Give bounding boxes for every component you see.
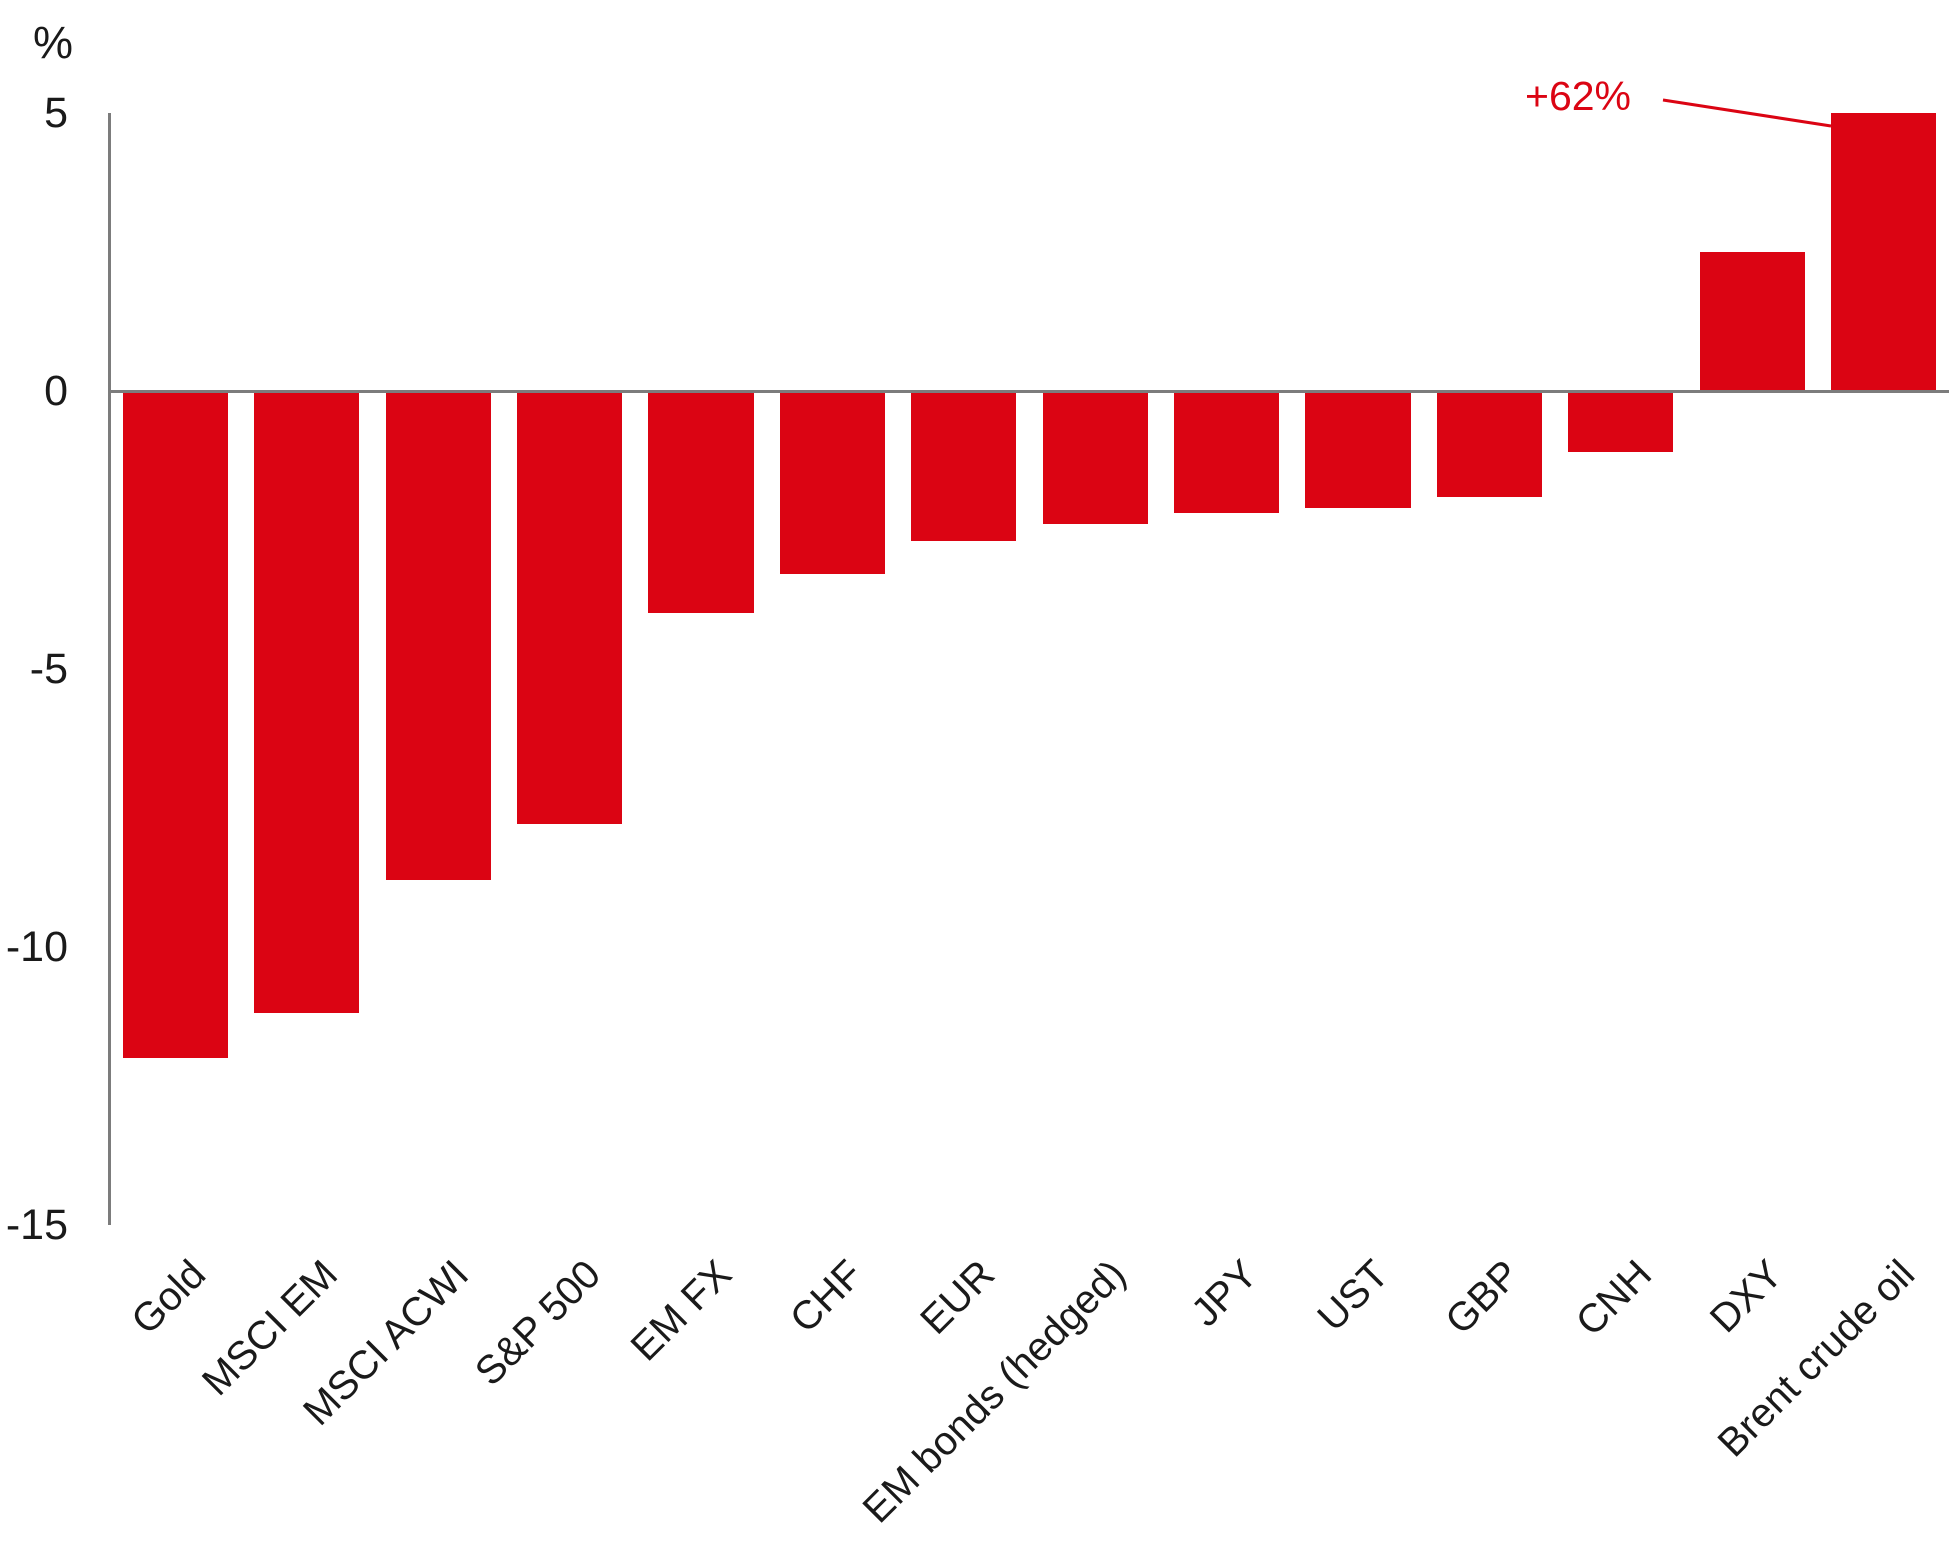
bar-chf (779, 391, 885, 575)
bar-dxy (1699, 252, 1805, 391)
zero-baseline (108, 390, 1949, 393)
y-axis-line (108, 113, 111, 1225)
bar-cnh (1568, 391, 1674, 453)
bar-brent-crude-oil (1830, 113, 1937, 391)
bar-gold (122, 391, 228, 1058)
y-tick-label: 5 (44, 89, 68, 138)
bar-ust (1305, 391, 1411, 508)
bar-jpy (1173, 391, 1280, 514)
y-tick-label: -10 (5, 922, 68, 971)
bar-em-bonds-hedged (1042, 391, 1148, 525)
y-tick-label: -15 (5, 1200, 68, 1249)
y-axis-unit-label: % (33, 17, 74, 68)
y-tick-label: -5 (29, 644, 68, 693)
bar-eur (911, 391, 1017, 542)
bar-msci-acwi (385, 391, 491, 881)
bar-gbp (1436, 391, 1542, 497)
bar-s-p-500 (516, 391, 623, 825)
y-tick-label: 0 (44, 367, 68, 415)
annotation-label: +62% (1525, 73, 1632, 119)
bar-msci-em (254, 391, 360, 1014)
bar-em-fx (648, 391, 754, 614)
